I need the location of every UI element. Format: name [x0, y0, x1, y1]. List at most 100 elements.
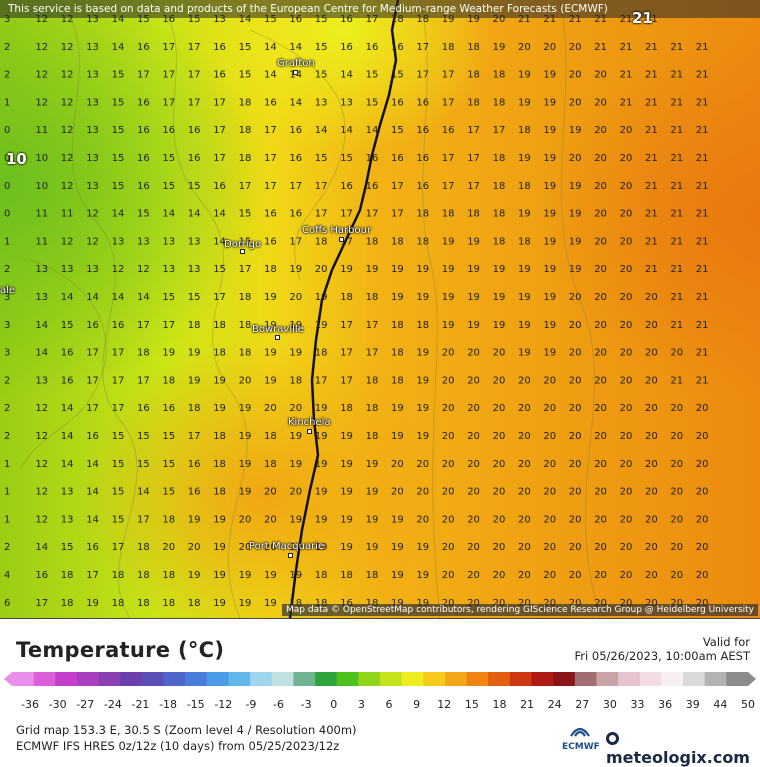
- grid-value: 16: [289, 209, 302, 220]
- grid-value: 21: [670, 97, 683, 108]
- grid-value: 15: [162, 459, 175, 470]
- grid-value: 17: [264, 125, 277, 136]
- grid-value: 19: [162, 348, 175, 359]
- grid-value: 18: [340, 403, 353, 414]
- grid-value: 17: [467, 125, 480, 136]
- grid-value: 17: [442, 97, 455, 108]
- grid-value: 17: [442, 153, 455, 164]
- scale-swatch: [509, 672, 533, 686]
- scale-swatch: [163, 672, 186, 686]
- grid-value: 19: [543, 320, 556, 331]
- grid-value: 20: [518, 42, 531, 53]
- grid-value: 17: [86, 375, 99, 386]
- grid-value: 17: [340, 375, 353, 386]
- grid-value: 12: [35, 42, 48, 53]
- grid-value: 14: [289, 70, 302, 81]
- grid-value: 20: [620, 320, 633, 331]
- grid-value: 12: [35, 514, 48, 525]
- grid-value: 19: [518, 153, 531, 164]
- grid-value: 17: [442, 181, 455, 192]
- grid-value: 19: [543, 264, 556, 275]
- grid-value: 21: [645, 14, 658, 25]
- scale-tick-label: 21: [520, 698, 534, 711]
- grid-value: 20: [493, 487, 506, 498]
- grid-value: 21: [670, 209, 683, 220]
- grid-value: 20: [594, 570, 607, 581]
- grid-value: 15: [239, 70, 252, 81]
- grid-value: 18: [391, 348, 404, 359]
- grid-value: 21: [670, 153, 683, 164]
- grid-value: 19: [213, 570, 226, 581]
- scale-tick-label: -27: [76, 698, 94, 711]
- grid-value: 19: [366, 459, 379, 470]
- grid-value: 21: [645, 97, 658, 108]
- grid-value: 14: [213, 209, 226, 220]
- grid-value: 18: [467, 97, 480, 108]
- grid-value: 19: [264, 292, 277, 303]
- grid-value: 17: [366, 14, 379, 25]
- grid-value: 20: [696, 459, 709, 470]
- grid-value: 16: [137, 153, 150, 164]
- scale-tick-label: 39: [686, 698, 700, 711]
- grid-value: 13: [162, 264, 175, 275]
- scale-swatch: [315, 672, 338, 686]
- grid-value: 13: [61, 264, 74, 275]
- grid-value: 16: [162, 403, 175, 414]
- grid-value: 21: [670, 125, 683, 136]
- scale-tick-label: 0: [330, 698, 337, 711]
- grid-value: 13: [213, 14, 226, 25]
- grid-value: 20: [670, 459, 683, 470]
- scale-swatch: [336, 672, 359, 686]
- grid-value: 20: [264, 542, 277, 553]
- grid-value: 15: [162, 487, 175, 498]
- grid-value: 19: [239, 487, 252, 498]
- grid-value: 21: [696, 97, 709, 108]
- grid-value: 21: [518, 14, 531, 25]
- grid-value: 20: [569, 153, 582, 164]
- scale-max-arrow: [748, 672, 756, 686]
- grid-value: 20: [493, 431, 506, 442]
- grid-value: 18: [315, 570, 328, 581]
- grid-value: 15: [137, 209, 150, 220]
- scale-tick-label: 12: [437, 698, 451, 711]
- grid-value: 20: [442, 348, 455, 359]
- grid-value: 20: [493, 459, 506, 470]
- grid-value: 19: [569, 236, 582, 247]
- grid-value: 19: [366, 514, 379, 525]
- temperature-map[interactable]: 3 12 12 13 14 15 16 15 13 14 15 16 15 16 17 18 18 19 19 20 2…: [0, 0, 760, 619]
- grid-value: 19: [340, 542, 353, 553]
- ecmwf-logo[interactable]: ECMWF: [562, 722, 600, 752]
- grid-value: 16: [137, 403, 150, 414]
- grid-value: 19: [289, 514, 302, 525]
- grid-value: 20: [264, 487, 277, 498]
- grid-value: 14: [86, 292, 99, 303]
- grid-value: 20: [594, 375, 607, 386]
- grid-value: 20: [594, 181, 607, 192]
- scale-tick-label: -30: [49, 698, 67, 711]
- grid-value: 20: [391, 487, 404, 498]
- grid-value: 18: [213, 487, 226, 498]
- grid-value: 16: [86, 320, 99, 331]
- grid-value: 15: [188, 181, 201, 192]
- grid-value: 19: [86, 598, 99, 609]
- grid-value: 20: [594, 264, 607, 275]
- grid-value: 18: [213, 348, 226, 359]
- grid-value: 18: [239, 97, 252, 108]
- grid-value: 15: [239, 236, 252, 247]
- grid-value: 13: [188, 236, 201, 247]
- grid-value: 19: [340, 264, 353, 275]
- grid-value: 18: [112, 570, 125, 581]
- grid-value: 19: [467, 320, 480, 331]
- map-attribution[interactable]: Map data © OpenStreetMap contributors, r…: [282, 604, 758, 616]
- grid-value: 15: [112, 431, 125, 442]
- legend-title: Temperature (°C): [16, 638, 225, 662]
- meteologix-brand[interactable]: meteologix.com: [606, 729, 760, 767]
- city-label-dorrigo: Dorrigo: [224, 239, 262, 250]
- grid-value: 3: [4, 292, 10, 303]
- grid-value: 15: [188, 292, 201, 303]
- grid-value: 20: [518, 403, 531, 414]
- grid-value: 0: [4, 153, 10, 164]
- grid-value: 17: [188, 42, 201, 53]
- grid-value: 18: [416, 236, 429, 247]
- grid-value: 16: [391, 153, 404, 164]
